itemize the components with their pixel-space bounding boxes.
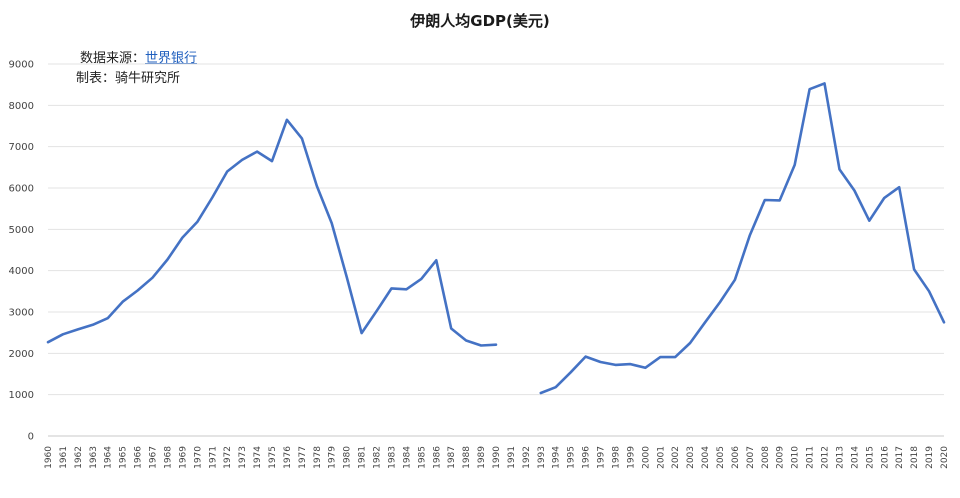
x-tick-label: 1983 <box>387 446 397 469</box>
x-tick-label: 2001 <box>656 446 666 469</box>
x-tick-label: 2008 <box>761 446 771 469</box>
x-tick-label: 1985 <box>417 446 427 469</box>
gridlines <box>48 63 944 437</box>
x-tick-label: 2010 <box>791 446 801 469</box>
y-tick-label: 1000 <box>9 390 34 401</box>
x-tick-label: 2006 <box>731 446 741 469</box>
y-tick-label: 2000 <box>9 349 34 360</box>
x-tick-label: 1969 <box>178 446 188 469</box>
x-tick-label: 2015 <box>865 446 875 469</box>
x-tick-label: 1966 <box>134 446 144 469</box>
x-tick-label: 1975 <box>268 446 278 469</box>
x-tick-label: 2003 <box>686 446 696 469</box>
y-tick-label: 4000 <box>9 266 34 277</box>
x-tick-label: 2002 <box>671 446 681 469</box>
x-tick-label: 1995 <box>567 446 577 469</box>
x-tick-label: 2016 <box>880 446 890 469</box>
y-tick-label: 8000 <box>9 101 34 112</box>
x-tick-label: 1964 <box>104 446 114 469</box>
x-tick-label: 1988 <box>462 446 472 469</box>
source-note: 数据来源：世界银行 <box>80 47 197 66</box>
x-tick-label: 1982 <box>373 446 383 469</box>
x-tick-label: 1965 <box>119 446 129 469</box>
x-axis-ticks: 1960 1961 1962 1963 1964 1965 1966 1967 1968 1969… <box>44 446 950 469</box>
source-label: 数据来源： <box>80 51 146 66</box>
x-tick-label: 2018 <box>910 446 920 469</box>
x-tick-label: 1996 <box>582 446 592 469</box>
x-tick-label: 1989 <box>477 446 487 469</box>
x-tick-label: 2013 <box>835 446 845 469</box>
x-tick-label: 1999 <box>626 446 636 469</box>
x-tick-label: 1998 <box>611 446 621 469</box>
x-tick-label: 2004 <box>701 446 711 469</box>
x-tick-label: 1980 <box>343 446 353 469</box>
x-tick-label: 1970 <box>193 446 203 469</box>
x-tick-label: 1974 <box>253 446 263 469</box>
y-tick-label: 7000 <box>9 142 34 153</box>
x-tick-label: 2020 <box>940 446 950 469</box>
x-tick-label: 1976 <box>283 446 293 469</box>
x-tick-label: 2012 <box>821 446 831 469</box>
x-tick-label: 2019 <box>925 446 935 469</box>
x-tick-label: 1979 <box>328 446 338 469</box>
x-tick-label: 1977 <box>298 446 308 469</box>
x-tick-label: 1973 <box>238 446 248 469</box>
x-tick-label: 1984 <box>402 446 412 469</box>
x-tick-label: 1971 <box>208 446 218 469</box>
x-tick-label: 1963 <box>89 446 99 469</box>
x-tick-label: 1967 <box>149 446 159 469</box>
y-tick-label: 6000 <box>9 184 34 195</box>
x-tick-label: 1997 <box>597 446 607 469</box>
x-tick-label: 2000 <box>641 446 651 469</box>
y-tick-label: 3000 <box>9 308 34 319</box>
chart-title: 伊朗人均GDP(美元) <box>410 12 550 30</box>
series-line <box>46 118 498 347</box>
maker-note: 制表：骑牛研究所 <box>76 71 181 86</box>
x-tick-label: 1960 <box>44 446 54 469</box>
x-tick-label: 1978 <box>313 446 323 469</box>
x-tick-label: 1987 <box>447 446 457 469</box>
x-tick-label: 1986 <box>432 446 442 469</box>
x-tick-label: 1994 <box>552 446 562 469</box>
series-line <box>539 82 946 395</box>
x-tick-label: 1991 <box>507 446 517 469</box>
x-tick-label: 1981 <box>358 446 368 469</box>
y-axis-ticks: 0 1000 2000 3000 4000 5000 6000 7000 8000 9000 <box>9 60 34 443</box>
x-tick-label: 1968 <box>163 446 173 469</box>
x-tick-label: 2009 <box>776 446 786 469</box>
x-tick-label: 1961 <box>59 446 69 469</box>
y-tick-label: 5000 <box>9 225 34 236</box>
source-link[interactable]: 世界银行 <box>145 51 198 66</box>
x-tick-label: 2014 <box>850 446 860 469</box>
y-tick-label: 0 <box>28 432 34 443</box>
x-tick-label: 2011 <box>806 446 816 469</box>
x-tick-label: 2017 <box>895 446 905 469</box>
x-tick-label: 1993 <box>537 446 547 469</box>
series-layer <box>46 82 946 395</box>
x-tick-label: 1962 <box>74 446 84 469</box>
x-tick-label: 1990 <box>492 446 502 469</box>
x-tick-label: 1992 <box>522 446 532 469</box>
x-tick-label: 2005 <box>716 446 726 469</box>
y-tick-label: 9000 <box>9 60 34 71</box>
x-tick-label: 2007 <box>746 446 756 469</box>
x-tick-label: 1972 <box>223 446 233 469</box>
